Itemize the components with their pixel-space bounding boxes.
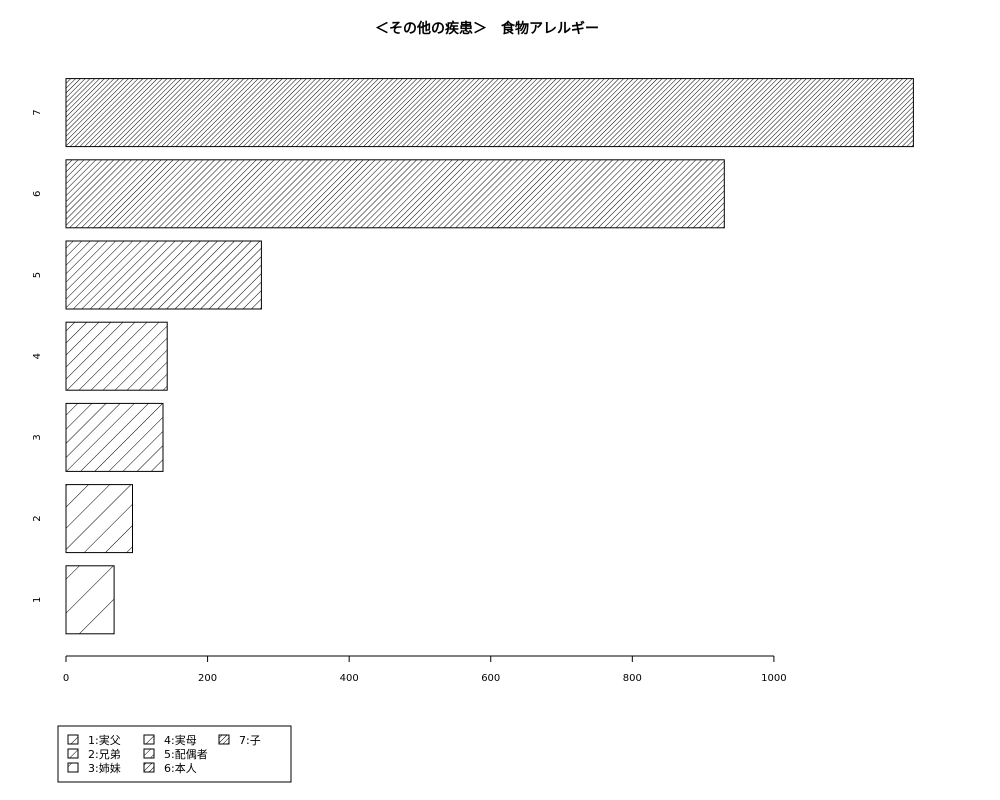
bar-7: [65, 78, 914, 148]
legend-swatch-2: [67, 748, 79, 759]
x-axis: 0 200 400 600 800 1000: [63, 655, 787, 684]
y-tick-label-4: 4: [32, 353, 43, 359]
legend-label-3: 3:姉妹: [88, 761, 121, 775]
bar-2: [65, 484, 133, 554]
bar-4: [65, 321, 168, 391]
bar-1: [65, 565, 115, 635]
chart-title: ＜その他の疾患＞ 食物アレルギー: [375, 20, 599, 37]
x-tick-label-1000: 1000: [761, 673, 786, 684]
y-tick-label-6: 6: [32, 191, 43, 197]
legend-swatch-4: [143, 734, 155, 745]
legend-box: [57, 725, 292, 783]
legend-label-7: 7:子: [239, 734, 261, 747]
legend-label-6: 6:本人: [164, 761, 197, 775]
legend-label-5: 5:配偶者: [164, 748, 208, 761]
y-tick-label-3: 3: [32, 434, 43, 440]
x-tick-label-0: 0: [63, 673, 69, 684]
y-tick-label-2: 2: [32, 515, 43, 521]
legend-swatch-3: [67, 762, 79, 773]
x-tick-label-800: 800: [623, 673, 642, 684]
y-tick-label-1: 1: [32, 597, 43, 603]
bar-6: [65, 159, 725, 229]
legend-swatch-1: [67, 734, 79, 745]
bar-5: [65, 240, 262, 310]
y-tick-label-5: 5: [32, 272, 43, 278]
legend-label-2: 2:兄弟: [88, 748, 121, 761]
x-tick-label-600: 600: [481, 673, 500, 684]
x-tick-label-400: 400: [340, 673, 359, 684]
y-tick-label-7: 7: [32, 109, 43, 115]
legend-swatch-7: [218, 734, 230, 745]
legend-label-4: 4:実母: [164, 733, 197, 747]
legend-swatch-5: [143, 748, 155, 759]
legend-label-1: 1:実父: [88, 733, 121, 747]
x-tick-label-200: 200: [198, 673, 217, 684]
bar-3: [65, 402, 164, 472]
y-axis: 1 2 3 4 5 6 7: [32, 109, 43, 603]
bars-group: [65, 78, 914, 635]
legend-swatch-6: [143, 762, 155, 773]
